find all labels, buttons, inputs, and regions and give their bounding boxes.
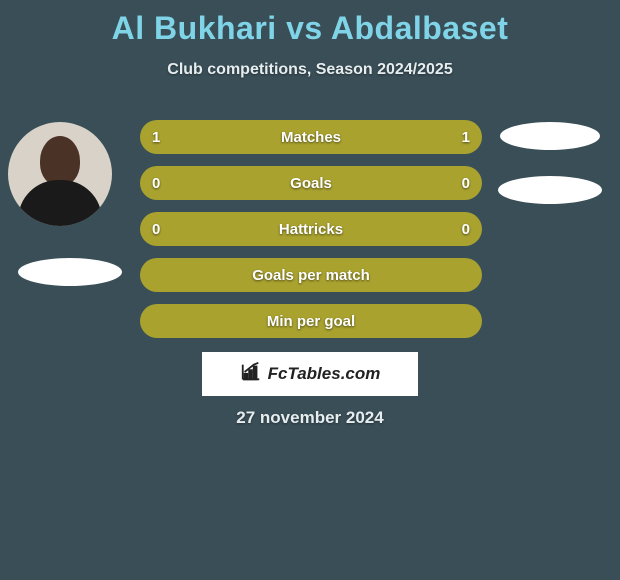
stat-bar-hattricks: 0 Hattricks 0 xyxy=(140,212,482,246)
stat-value-left: 1 xyxy=(152,129,160,146)
name-oval-left xyxy=(18,258,122,286)
stat-value-right: 0 xyxy=(462,221,470,238)
stat-value-right: 0 xyxy=(462,175,470,192)
stat-label: Min per goal xyxy=(267,313,355,330)
player-avatar-right-placeholder xyxy=(500,122,600,150)
watermark: FcTables.com xyxy=(202,352,418,396)
stat-label: Goals xyxy=(290,175,332,192)
watermark-text: FcTables.com xyxy=(268,364,381,384)
player-avatar-left xyxy=(8,122,112,226)
name-oval-right xyxy=(498,176,602,204)
stat-bar-matches: 1 Matches 1 xyxy=(140,120,482,154)
stat-bars: 1 Matches 1 0 Goals 0 0 Hattricks 0 Goal… xyxy=(140,120,482,350)
page-title: Al Bukhari vs Abdalbaset xyxy=(0,0,620,47)
stat-label: Matches xyxy=(281,129,341,146)
stat-value-right: 1 xyxy=(462,129,470,146)
stat-bar-goals: 0 Goals 0 xyxy=(140,166,482,200)
date-text: 27 november 2024 xyxy=(0,408,620,428)
subtitle: Club competitions, Season 2024/2025 xyxy=(0,61,620,79)
stat-label: Hattricks xyxy=(279,221,343,238)
stat-value-left: 0 xyxy=(152,175,160,192)
stat-label: Goals per match xyxy=(252,267,370,284)
chart-icon xyxy=(240,361,262,388)
stat-bar-min-per-goal: Min per goal xyxy=(140,304,482,338)
stat-bar-goals-per-match: Goals per match xyxy=(140,258,482,292)
stat-value-left: 0 xyxy=(152,221,160,238)
